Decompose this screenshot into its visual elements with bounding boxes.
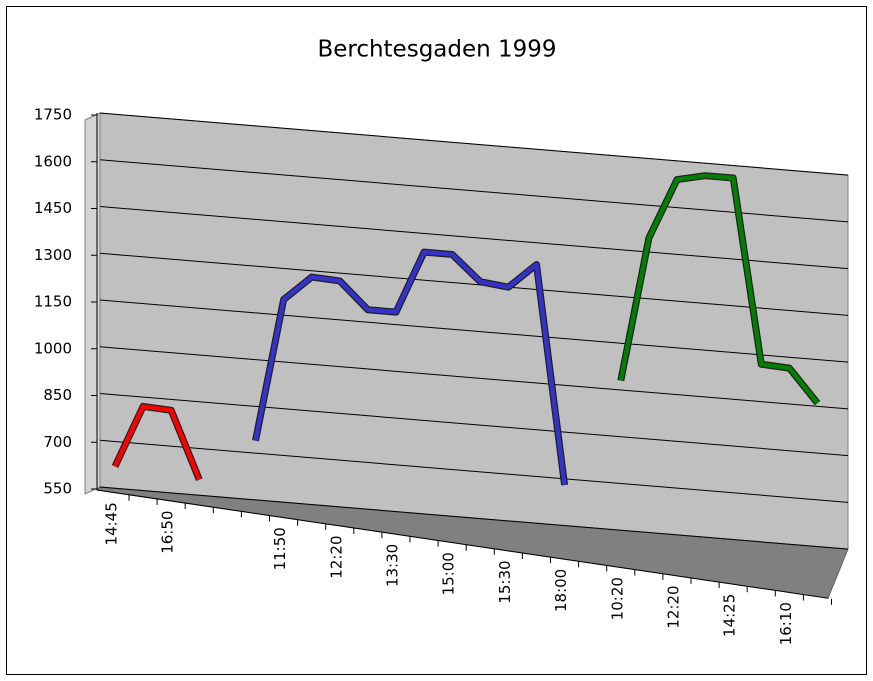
y-tick-label: 850: [43, 386, 72, 404]
y-tick-label: 550: [43, 480, 72, 498]
grid-line: [99, 346, 849, 410]
grid-line: [99, 439, 849, 503]
side-wall: [84, 112, 101, 495]
grid-line: [99, 206, 849, 270]
x-tick-label: 15:00: [440, 552, 458, 595]
x-tick-label: 12:20: [327, 535, 345, 578]
x-tick-label: 16:10: [777, 602, 795, 645]
y-tick-label: 700: [43, 433, 72, 451]
grid-line: [99, 299, 849, 363]
grid-line: [99, 252, 849, 316]
x-tick-label: 14:25: [721, 594, 739, 637]
chart-title: Berchtesgaden 1999: [317, 37, 556, 63]
grid-line: [99, 112, 849, 176]
x-tick-label: 16:50: [159, 511, 177, 554]
y-tick-label: 1450: [34, 199, 72, 217]
y-tick-label: 1750: [34, 106, 72, 124]
grid-line: [99, 486, 849, 550]
y-tick-label: 1600: [34, 152, 72, 170]
grid-line: [99, 393, 849, 457]
x-tick-label: 14:45: [103, 502, 121, 545]
y-tick-label: 1000: [34, 339, 72, 357]
x-tick-label: 12:20: [665, 585, 683, 628]
series-line: [253, 249, 567, 486]
x-tick-label: 13:30: [384, 544, 402, 587]
grid-line: [99, 159, 849, 223]
y-tick-label: 1150: [34, 293, 72, 311]
series-line: [112, 404, 202, 481]
x-tick-label: 11:50: [271, 527, 289, 570]
x-tick-label: 10:20: [608, 577, 626, 620]
x-tick-label: 18:00: [552, 569, 570, 612]
y-tick-label: 1300: [34, 246, 72, 264]
x-tick-label: 15:30: [496, 560, 514, 603]
series-line: [618, 173, 820, 405]
x-axis: [96, 489, 829, 599]
